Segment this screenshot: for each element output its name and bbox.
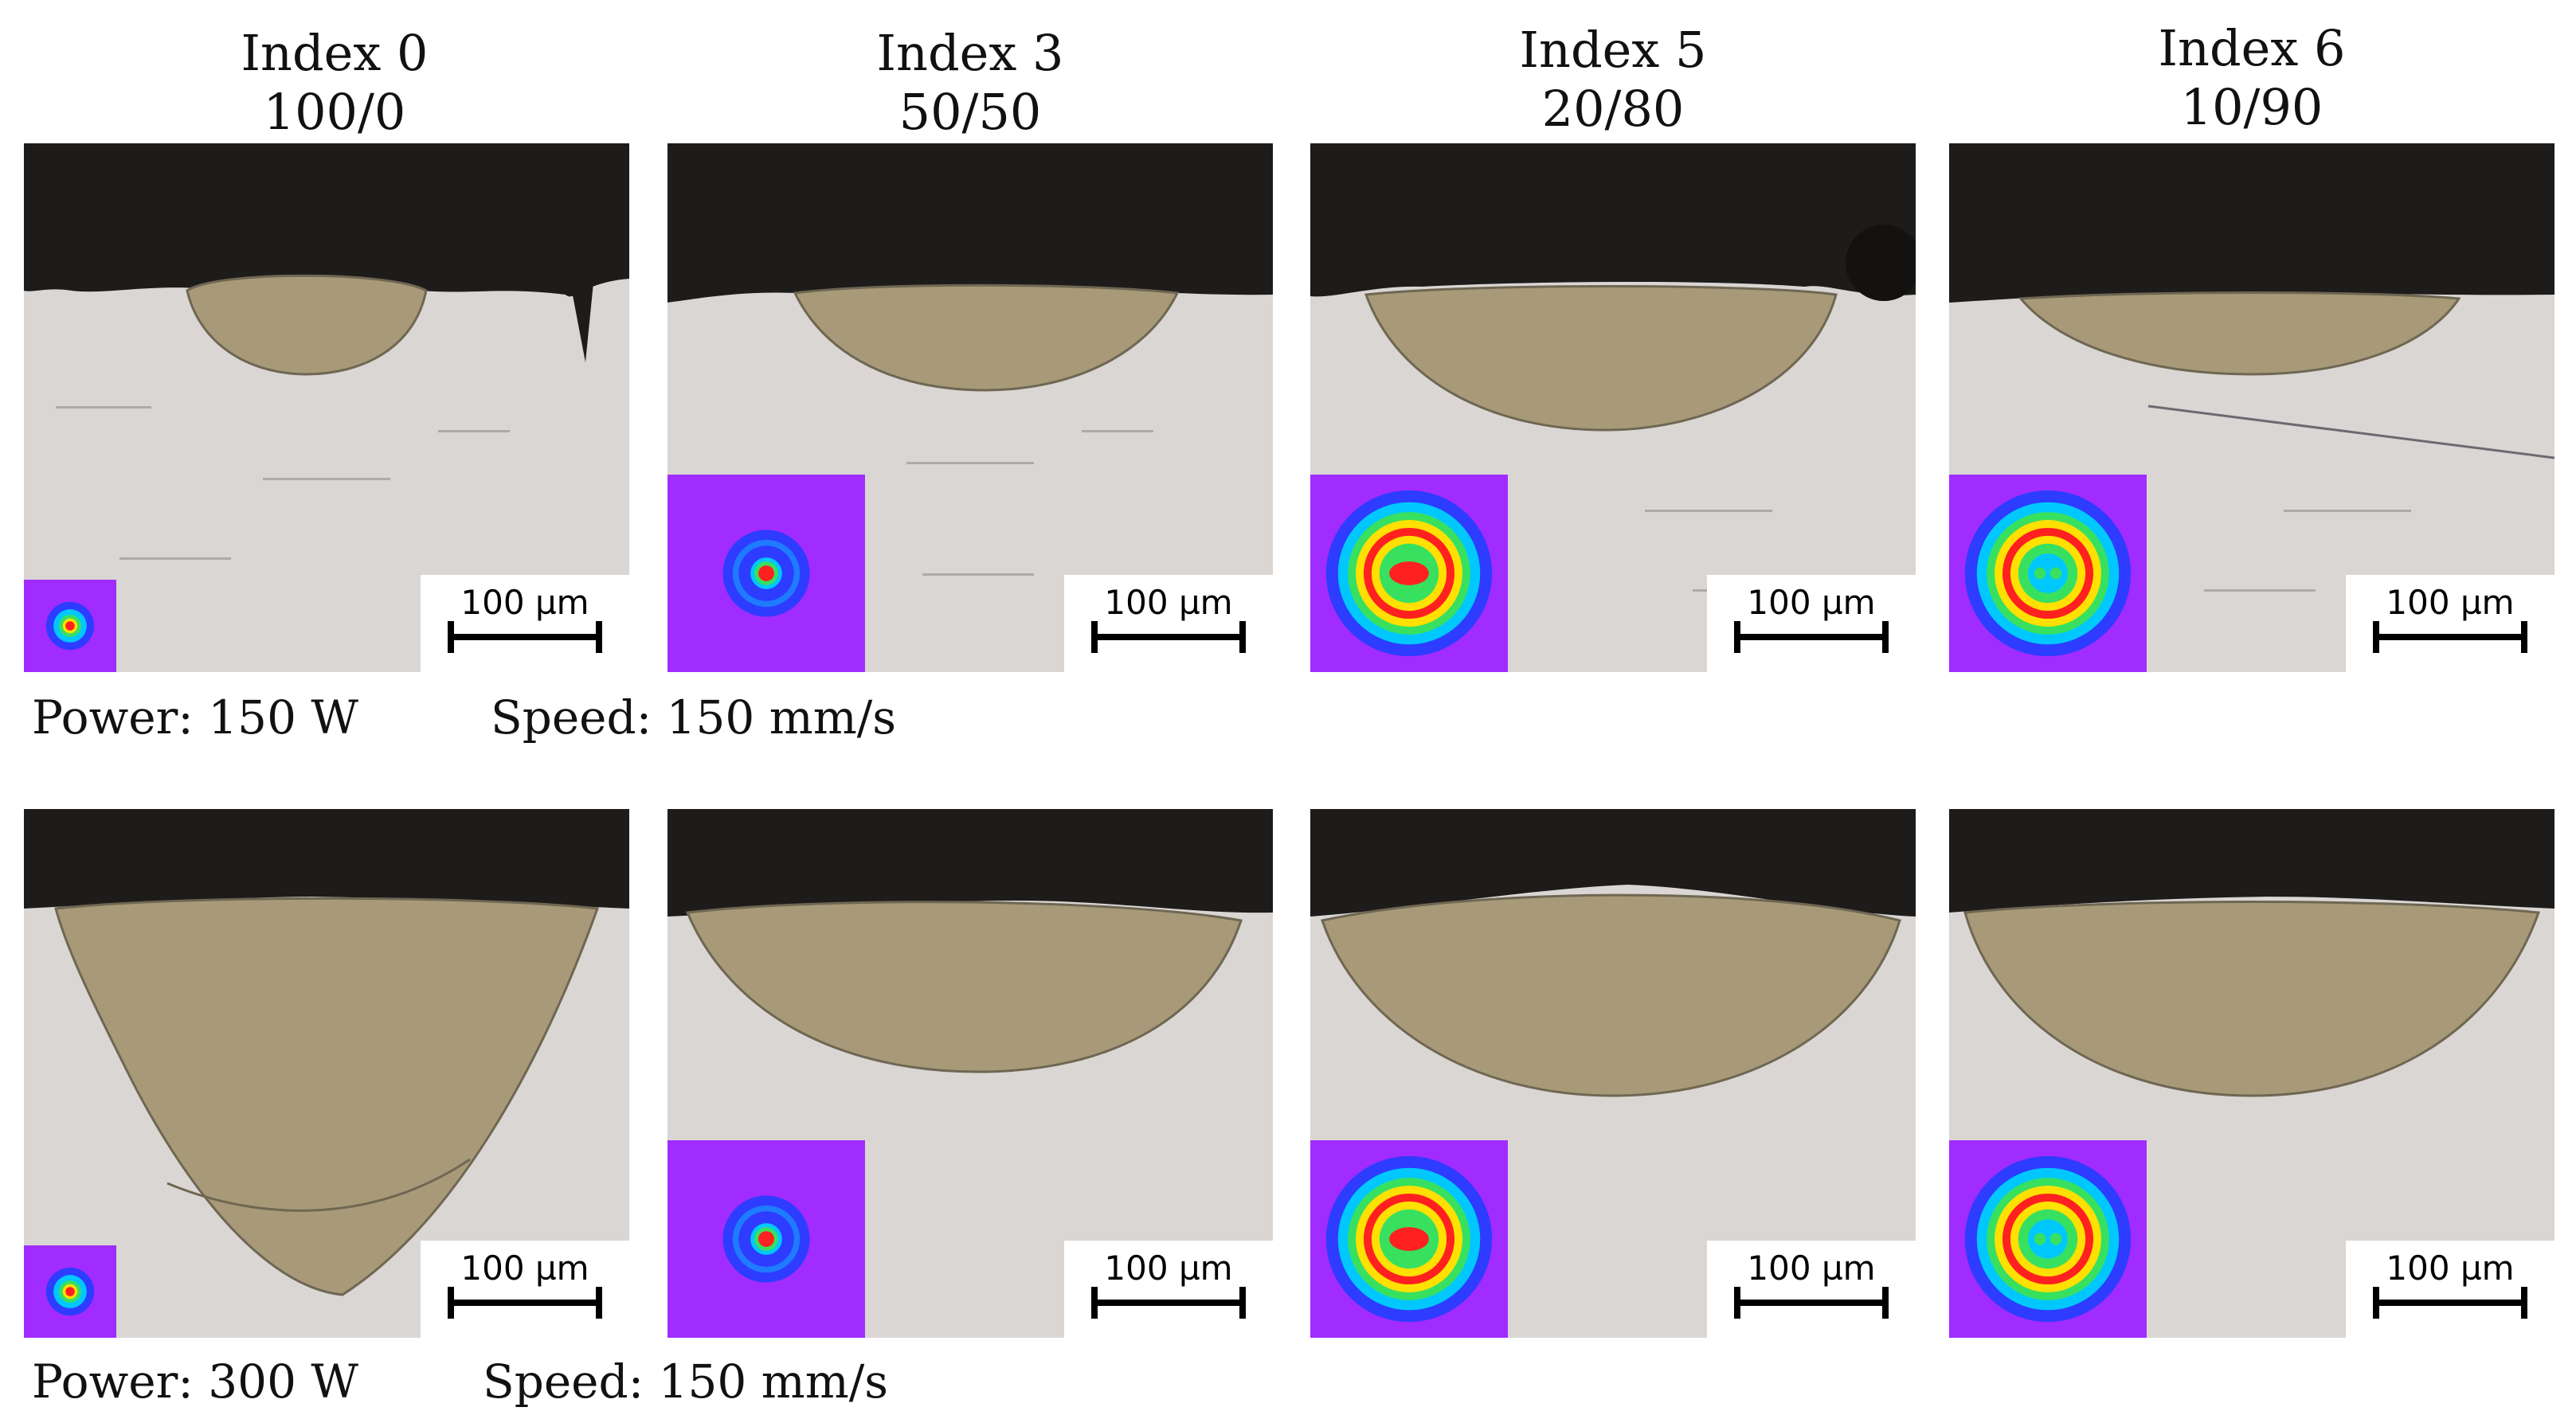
scale-bar-line	[1091, 1287, 1246, 1319]
column-ratio-label: 10/90	[2180, 78, 2323, 136]
cross-section-image	[1949, 809, 2554, 1097]
scale-bar: 100 µm	[421, 575, 629, 672]
column-ratio-label: 50/50	[898, 83, 1042, 141]
micrograph-row1-col0: 100 µm	[24, 143, 629, 672]
beam-profile-icon	[1949, 475, 2147, 672]
micrograph-row1-col3: 100 µm	[1949, 143, 2554, 672]
scale-bar-line	[1734, 1287, 1889, 1319]
column-index-label: Index 0	[241, 24, 429, 82]
cross-section-image	[24, 143, 629, 560]
beam-profile-icon	[24, 580, 116, 672]
micrograph-row2-col0: 100 µm	[24, 809, 629, 1338]
beam-profile-icon	[1310, 1140, 1508, 1338]
scale-bar-line	[1091, 621, 1246, 653]
beam-profile-icon	[1949, 1140, 2147, 1338]
micrograph-row2-col3: 100 µm	[1949, 809, 2554, 1338]
scale-bar: 100 µm	[1064, 575, 1273, 672]
scale-bar: 100 µm	[1707, 575, 1916, 672]
column-ratio-label: 100/0	[263, 83, 406, 141]
column-index-label: Index 6	[2158, 19, 2346, 77]
scale-bar-label: 100 µm	[1104, 583, 1233, 622]
scale-bar: 100 µm	[1707, 1241, 1916, 1338]
scale-bar-label: 100 µm	[1104, 1249, 1233, 1288]
micrograph-row1-col2: 100 µm	[1310, 143, 1916, 672]
scale-bar-line	[1734, 621, 1889, 653]
scale-bar-label: 100 µm	[1747, 583, 1876, 622]
row2-speed-label: Speed: 150 mm/s	[483, 1354, 889, 1409]
row1-power-label: Power: 150 W	[32, 690, 359, 745]
row1-speed-label: Speed: 150 mm/s	[491, 690, 897, 745]
beam-profile-inset	[1310, 475, 1508, 672]
column-header-2: Index 5 20/80	[1310, 21, 1916, 139]
column-header-0: Index 0 100/0	[32, 24, 637, 142]
cross-section-image	[1949, 143, 2554, 592]
cross-section-image	[667, 143, 1273, 576]
scale-bar-label: 100 µm	[460, 583, 589, 622]
beam-profile-icon	[24, 1245, 116, 1338]
beam-profile-icon	[1310, 475, 1508, 672]
scale-bar-line	[448, 621, 602, 653]
beam-profile-inset	[24, 1245, 116, 1338]
beam-profile-inset	[24, 580, 116, 672]
cross-section-image	[1310, 143, 1916, 592]
scale-bar: 100 µm	[421, 1241, 629, 1338]
cross-section-image	[24, 809, 629, 1296]
scale-bar-line	[2373, 621, 2527, 653]
scale-bar-label: 100 µm	[2386, 583, 2515, 622]
beam-profile-icon	[667, 475, 865, 672]
column-index-label: Index 3	[876, 24, 1064, 82]
row2-power-label: Power: 300 W	[32, 1354, 359, 1409]
scale-bar-label: 100 µm	[1747, 1249, 1876, 1288]
scale-bar: 100 µm	[1064, 1241, 1273, 1338]
column-ratio-label: 20/80	[1541, 80, 1685, 138]
scale-bar-label: 100 µm	[2386, 1249, 2515, 1288]
column-header-3: Index 6 10/90	[1949, 19, 2554, 137]
cross-section-image	[667, 809, 1273, 1073]
scale-bar-label: 100 µm	[460, 1249, 589, 1288]
scale-bar: 100 µm	[2346, 575, 2554, 672]
micrograph-row2-col2: 100 µm	[1310, 809, 1916, 1338]
beam-profile-icon	[667, 1140, 865, 1338]
beam-profile-inset	[667, 475, 865, 672]
micrograph-row2-col1: 100 µm	[667, 809, 1273, 1338]
scale-bar: 100 µm	[2346, 1241, 2554, 1338]
micrograph-row1-col1: 100 µm	[667, 143, 1273, 672]
cross-section-image	[1310, 809, 1916, 1097]
scale-bar-line	[448, 1287, 602, 1319]
scale-bar-line	[2373, 1287, 2527, 1319]
beam-profile-inset	[1310, 1140, 1508, 1338]
beam-profile-inset	[1949, 1140, 2147, 1338]
beam-profile-inset	[667, 1140, 865, 1338]
column-index-label: Index 5	[1519, 21, 1707, 79]
column-header-1: Index 3 50/50	[667, 24, 1273, 142]
beam-profile-inset	[1949, 475, 2147, 672]
